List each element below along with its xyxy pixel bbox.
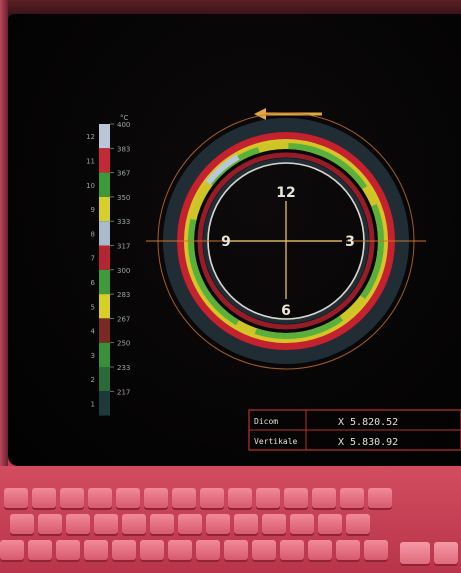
scale-temp-label: 333 bbox=[117, 218, 130, 226]
keyboard-key[interactable] bbox=[312, 488, 336, 508]
readout-row1-value: X 5.820.52 bbox=[338, 417, 398, 428]
scale-index-label: 4 bbox=[91, 328, 96, 336]
scale-swatch-10 bbox=[99, 172, 110, 197]
keyboard-key[interactable] bbox=[32, 488, 56, 508]
keyboard-key[interactable] bbox=[88, 488, 112, 508]
keyboard-key[interactable] bbox=[84, 540, 108, 560]
temperature-scale: °C 1240011383103679350833373176300528342… bbox=[86, 114, 130, 416]
keyboard-key[interactable] bbox=[256, 488, 280, 508]
thermal-display: °C 1240011383103679350833373176300528342… bbox=[86, 108, 461, 451]
scale-swatch-7 bbox=[99, 245, 110, 270]
keyboard-key[interactable] bbox=[28, 540, 52, 560]
scale-temp-label: 217 bbox=[117, 388, 130, 396]
scale-temp-label: 350 bbox=[117, 194, 130, 202]
keyboard-key[interactable] bbox=[364, 540, 388, 560]
scale-index-label: 8 bbox=[91, 230, 95, 238]
keyboard-key[interactable] bbox=[10, 514, 34, 534]
keyboard-key[interactable] bbox=[4, 488, 28, 508]
dial-mark-6: 6 bbox=[281, 303, 291, 319]
keyboard-key[interactable] bbox=[116, 488, 140, 508]
keyboard-key[interactable] bbox=[262, 514, 286, 534]
scale-swatch-8 bbox=[99, 221, 110, 246]
keyboard-key[interactable] bbox=[228, 488, 252, 508]
dial-mark-12: 12 bbox=[276, 185, 295, 201]
scale-index-label: 6 bbox=[91, 279, 96, 287]
scale-index-label: 12 bbox=[86, 133, 95, 141]
scale-temp-label: 300 bbox=[117, 267, 130, 275]
keyboard-key[interactable] bbox=[66, 514, 90, 534]
keyboard-key[interactable] bbox=[206, 514, 230, 534]
keyboard-key[interactable] bbox=[178, 514, 202, 534]
scale-index-label: 5 bbox=[91, 303, 95, 311]
scale-index-label: 10 bbox=[86, 182, 95, 190]
scale-index-label: 3 bbox=[91, 352, 95, 360]
scale-temp-label: 250 bbox=[117, 340, 130, 348]
keyboard-key[interactable] bbox=[340, 488, 364, 508]
ring-hotspot bbox=[205, 154, 240, 185]
scale-index-label: 1 bbox=[91, 400, 95, 408]
monitor-bezel-left bbox=[0, 0, 8, 470]
readout-row2-value: X 5.830.92 bbox=[338, 437, 398, 448]
dial-mark-3: 3 bbox=[345, 234, 355, 250]
keyboard-key[interactable] bbox=[144, 488, 168, 508]
scale-index-label: 2 bbox=[91, 376, 95, 384]
scale-index-label: 7 bbox=[91, 255, 95, 263]
keyboard-key[interactable] bbox=[368, 488, 392, 508]
scale-swatch-9 bbox=[99, 196, 110, 222]
readout-row1-label: Dicom bbox=[254, 417, 278, 426]
keyboard-key[interactable] bbox=[150, 514, 174, 534]
keyboard-key[interactable] bbox=[112, 540, 136, 560]
position-readout: Dicom X 5.820.52 Vertikale X 5.830.92 bbox=[248, 409, 461, 451]
keyboard-key[interactable] bbox=[200, 488, 224, 508]
keyboard-key[interactable] bbox=[140, 540, 164, 560]
keyboard bbox=[0, 466, 461, 573]
keyboard-key[interactable] bbox=[38, 514, 62, 534]
scale-temp-label: 400 bbox=[117, 121, 130, 129]
scale-swatch-12 bbox=[99, 124, 110, 149]
keyboard-key[interactable] bbox=[122, 514, 146, 534]
keyboard-key[interactable] bbox=[280, 540, 304, 560]
scale-index-label: 9 bbox=[91, 206, 95, 214]
scale-index-label: 11 bbox=[86, 157, 95, 165]
scale-swatch-1 bbox=[99, 391, 110, 416]
keyboard-key[interactable] bbox=[346, 514, 370, 534]
scale-swatch-6 bbox=[99, 269, 110, 295]
scale-unit-label: °C bbox=[120, 114, 129, 122]
numpad-key[interactable] bbox=[434, 542, 458, 564]
numpad-key[interactable] bbox=[400, 542, 430, 564]
keyboard-key[interactable] bbox=[336, 540, 360, 560]
monitor-screen: °C 12 400 11 383 10 367 9 350 8 333 7 317 6 300 5 283 4 2… bbox=[8, 14, 461, 466]
thermal-ring: 12 3 6 9 bbox=[146, 112, 426, 370]
keyboard-key[interactable] bbox=[224, 540, 248, 560]
scale-swatch-5 bbox=[99, 294, 110, 319]
readout-row2-label: Vertikale bbox=[254, 437, 298, 446]
dial-mark-9: 9 bbox=[221, 234, 231, 250]
keyboard-key[interactable] bbox=[252, 540, 276, 560]
scale-temp-label: 367 bbox=[117, 170, 130, 178]
keyboard-key[interactable] bbox=[290, 514, 314, 534]
scale-temp-label: 283 bbox=[117, 291, 130, 299]
keyboard-key[interactable] bbox=[172, 488, 196, 508]
keyboard-key[interactable] bbox=[60, 488, 84, 508]
scale-temp-label: 383 bbox=[117, 145, 130, 153]
keyboard-key[interactable] bbox=[308, 540, 332, 560]
keyboard-key[interactable] bbox=[0, 540, 24, 560]
scale-temp-label: 233 bbox=[117, 364, 130, 372]
keyboard-key[interactable] bbox=[284, 488, 308, 508]
scale-temp-label: 317 bbox=[117, 243, 130, 251]
scale-swatch-4 bbox=[99, 318, 110, 343]
keyboard-key[interactable] bbox=[318, 514, 342, 534]
keyboard-key[interactable] bbox=[196, 540, 220, 560]
keyboard-key[interactable] bbox=[56, 540, 80, 560]
keyboard-key[interactable] bbox=[234, 514, 258, 534]
scale-swatch-3 bbox=[99, 342, 110, 367]
scale-swatch-2 bbox=[99, 367, 110, 392]
keyboard-key[interactable] bbox=[168, 540, 192, 560]
scale-swatch-11 bbox=[99, 148, 110, 173]
keyboard-key[interactable] bbox=[94, 514, 118, 534]
scale-temp-label: 267 bbox=[117, 315, 130, 323]
